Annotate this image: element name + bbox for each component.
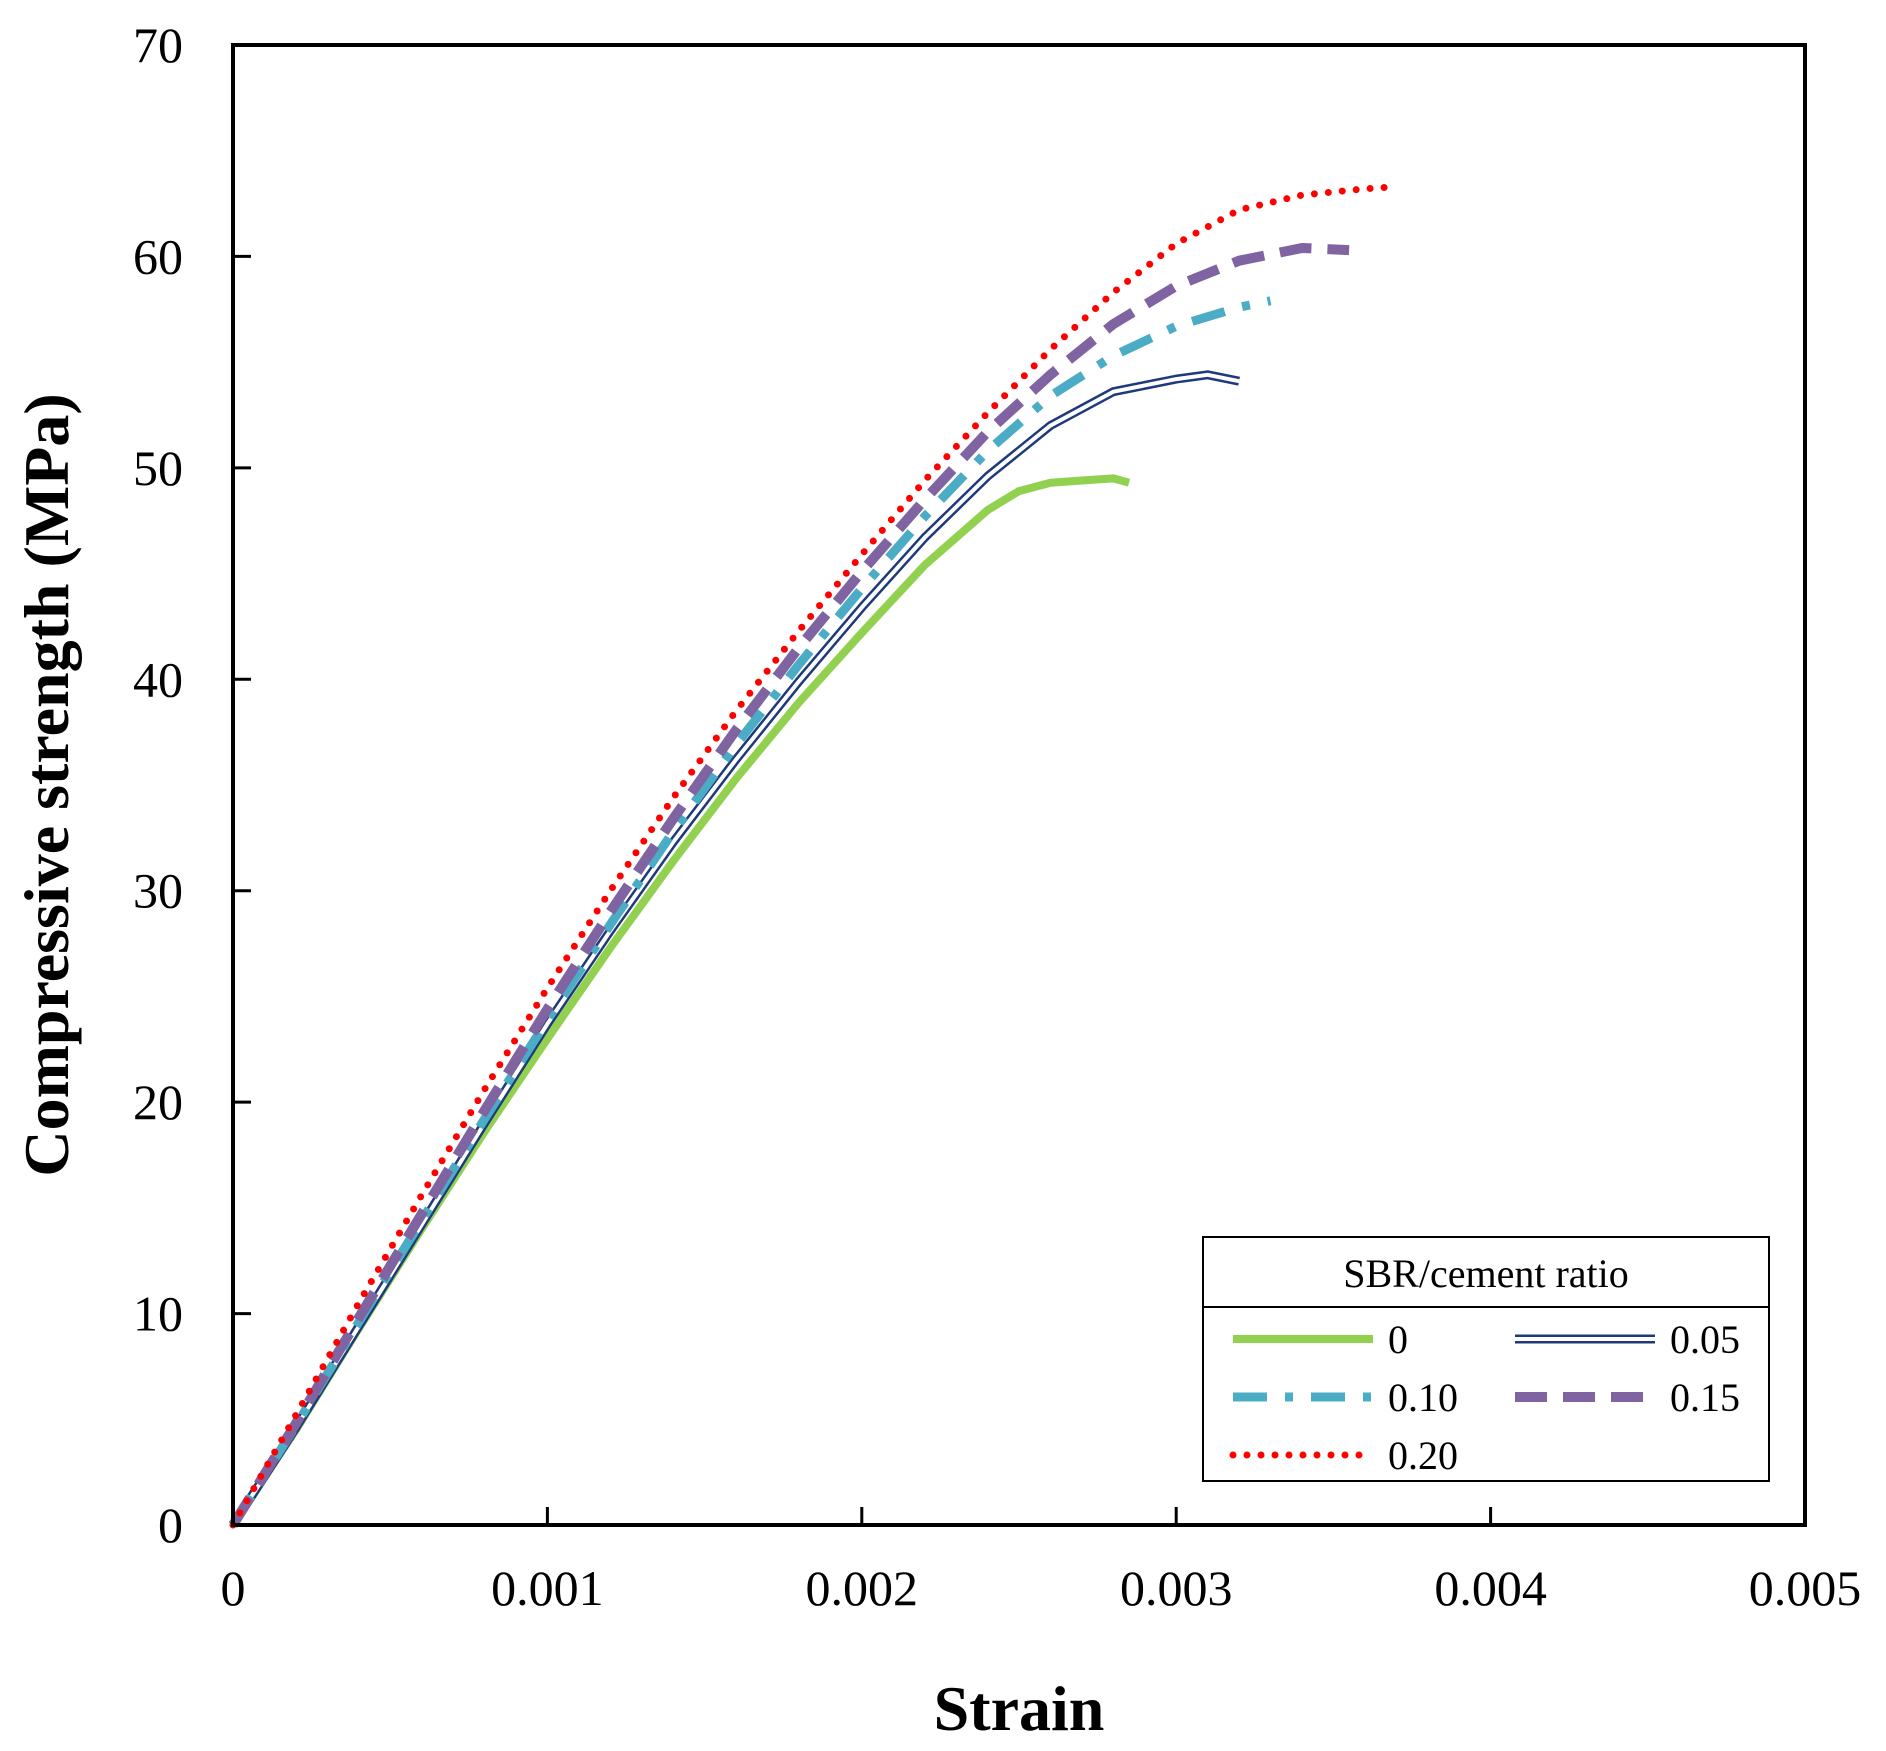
y-tick-label: 50 [133, 440, 183, 496]
x-axis-ticks: 0 0.001 0.002 0.003 0.004 0.005 [221, 1507, 1862, 1616]
series-line-inner [231, 372, 1240, 1527]
y-tick-label: 70 [133, 17, 183, 73]
y-tick-label: 20 [133, 1074, 183, 1130]
y-tick-label: 30 [133, 863, 183, 919]
y-axis-ticks: 0 10 20 30 40 50 60 70 [133, 17, 251, 1553]
y-tick-label: 60 [133, 228, 183, 284]
series-line [229, 183, 1400, 1529]
series-0.05-line [229, 370, 1240, 1528]
legend-entry: 0.05 [1515, 1317, 1740, 1362]
legend-label: 0.05 [1670, 1317, 1740, 1362]
series-line [228, 243, 1350, 1528]
legend-entry: 0.10 [1233, 1375, 1458, 1420]
legend-entries: 0 0.05 0.10 0.15 0.20 [1229, 1317, 1740, 1478]
legend: SBR/cement ratio 0 0.05 0.10 0.15 0.20 [1202, 1236, 1770, 1482]
legend-label: 0.10 [1388, 1375, 1458, 1420]
series-line [229, 474, 1131, 1528]
series-line [229, 296, 1272, 1528]
y-axis-title: Compressive strength (MPa) [11, 393, 82, 1176]
series-0.10-line [229, 296, 1272, 1528]
legend-entry: 0 [1233, 1317, 1408, 1362]
x-tick-label: 0.005 [1749, 1560, 1862, 1616]
x-tick-label: 0.004 [1434, 1560, 1547, 1616]
legend-label: 0 [1388, 1317, 1408, 1362]
series-0.15-line [228, 243, 1350, 1528]
series-0.20-line [229, 183, 1400, 1529]
x-tick-label: 0.001 [491, 1560, 604, 1616]
y-tick-label: 10 [133, 1286, 183, 1342]
series-0-line [229, 474, 1131, 1528]
y-tick-label: 40 [133, 651, 183, 707]
legend-label: 0.15 [1670, 1375, 1740, 1420]
series-group [228, 183, 1400, 1529]
x-tick-label: 0 [221, 1560, 246, 1616]
legend-label: 0.20 [1388, 1433, 1458, 1478]
legend-entry: 0.15 [1515, 1375, 1740, 1420]
series-line-outer [229, 370, 1240, 1528]
x-tick-label: 0.002 [806, 1560, 919, 1616]
x-axis-title: Strain [934, 1673, 1105, 1744]
plot-area-frame [231, 43, 1807, 1527]
legend-box [1202, 1236, 1770, 1482]
x-tick-label: 0.003 [1120, 1560, 1233, 1616]
y-tick-label: 0 [158, 1497, 183, 1553]
legend-entry: 0.20 [1229, 1433, 1458, 1478]
legend-title: SBR/cement ratio [1343, 1251, 1629, 1296]
